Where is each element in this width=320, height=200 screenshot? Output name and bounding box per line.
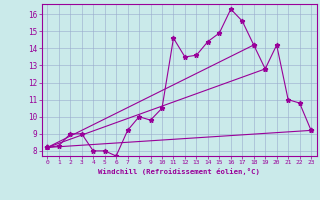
X-axis label: Windchill (Refroidissement éolien,°C): Windchill (Refroidissement éolien,°C) — [98, 168, 260, 175]
